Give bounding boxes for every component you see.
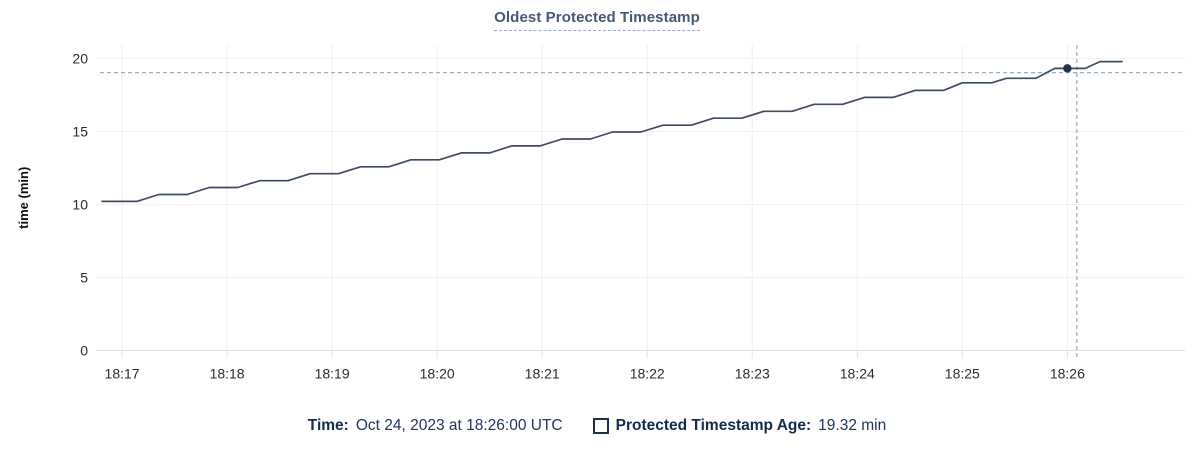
hover-data-point[interactable] xyxy=(1063,64,1072,73)
series-checkbox[interactable] xyxy=(592,418,609,434)
y-tick-label: 0 xyxy=(80,343,88,359)
legend-time-value: Oct 24, 2023 at 18:26:00 UTC xyxy=(355,417,563,434)
y-tick-label: 5 xyxy=(80,269,88,285)
x-tick-label: 18:23 xyxy=(735,366,770,382)
series-line-protected-timestamp-age xyxy=(101,60,1123,203)
x-tick-label: 18:17 xyxy=(105,366,140,382)
y-tick-label: 15 xyxy=(72,123,88,139)
chart-title[interactable]: Oldest Protected Timestamp xyxy=(494,9,700,31)
y-tick-label: 20 xyxy=(72,50,88,66)
chart-legend: Time: Oct 24, 2023 at 18:26:00 UTC Prote… xyxy=(0,417,1194,435)
y-axis-title: time (min) xyxy=(16,167,31,229)
legend-time: Time: Oct 24, 2023 at 18:26:00 UTC xyxy=(308,417,563,435)
x-tick-label: 18:21 xyxy=(525,366,560,382)
x-tick-label: 18:25 xyxy=(945,366,980,382)
legend-time-label: Time: xyxy=(307,417,349,434)
legend-series-label: Protected Timestamp Age: xyxy=(615,417,812,434)
x-tick-label: 18:24 xyxy=(840,366,875,382)
legend-series-value: 19.32 min xyxy=(818,417,887,434)
x-tick-label: 18:18 xyxy=(210,366,245,382)
x-tick-label: 18:20 xyxy=(420,366,455,382)
x-tick-label: 18:19 xyxy=(315,366,350,382)
chart-title-row: Oldest Protected Timestamp xyxy=(0,9,1194,31)
y-tick-label: 10 xyxy=(72,196,88,212)
x-tick-label: 18:26 xyxy=(1050,366,1085,382)
legend-series[interactable]: Protected Timestamp Age: 19.32 min xyxy=(592,417,887,435)
chart-canvas[interactable]: 0 5 10 15 20 18:17 18:18 18:19 18:20 18:21 18:22 18… xyxy=(0,0,1194,396)
x-tick-label: 18:22 xyxy=(630,366,665,382)
